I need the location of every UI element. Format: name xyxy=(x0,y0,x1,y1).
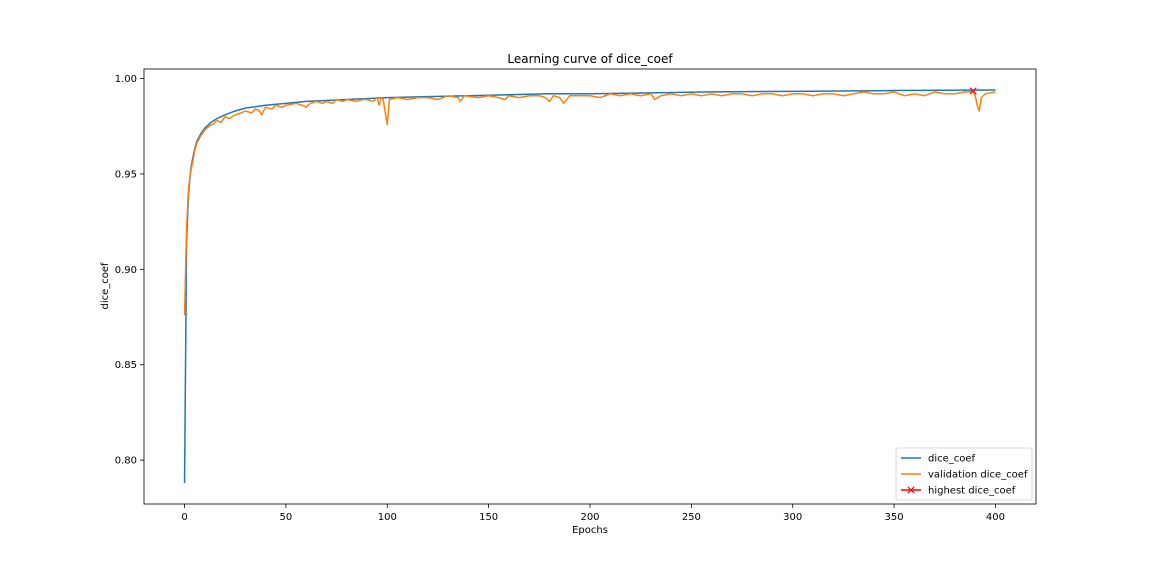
dice-coef-line xyxy=(183,89,996,484)
legend-label: dice_coef xyxy=(928,454,976,465)
legend-label: validation dice_coef xyxy=(928,470,1028,481)
y-axis-label: dice_coef xyxy=(100,262,111,310)
y-tick-label: 0.95 xyxy=(115,169,137,180)
legend-entry: validation dice_coef xyxy=(901,470,1028,481)
x-tick-label: 400 xyxy=(986,512,1005,523)
legend-entry: dice_coef xyxy=(901,454,976,465)
x-axis: 0 50 100 150 200 250 300 350 400 xyxy=(181,504,1005,523)
x-tick-label: 50 xyxy=(280,512,293,523)
x-axis-label: Epochs xyxy=(572,525,608,536)
legend-entry: highest dice_coef xyxy=(901,486,1016,497)
x-tick-label: 150 xyxy=(479,512,498,523)
x-tick-label: 300 xyxy=(783,512,802,523)
axes-frame xyxy=(143,68,1037,505)
plot-area xyxy=(183,87,996,484)
highest-dice-coef-marker xyxy=(969,87,977,95)
chart-title: Learning curve of dice_coef xyxy=(507,52,673,66)
x-tick-label: 350 xyxy=(885,512,904,523)
x-tick-label: 0 xyxy=(181,512,187,523)
y-tick-label: 0.80 xyxy=(115,456,137,467)
y-axis: 0.80 0.85 0.90 0.95 1.00 xyxy=(115,74,144,467)
x-tick-label: 100 xyxy=(378,512,397,523)
y-tick-label: 1.00 xyxy=(115,74,137,85)
legend-box xyxy=(895,447,1033,501)
legend-label: highest dice_coef xyxy=(928,486,1016,497)
x-tick-label: 200 xyxy=(580,512,599,523)
y-tick-label: 0.90 xyxy=(115,265,137,276)
x-tick-label: 250 xyxy=(682,512,701,523)
validation-dice-coef-line xyxy=(183,90,996,316)
y-tick-label: 0.85 xyxy=(115,360,137,371)
